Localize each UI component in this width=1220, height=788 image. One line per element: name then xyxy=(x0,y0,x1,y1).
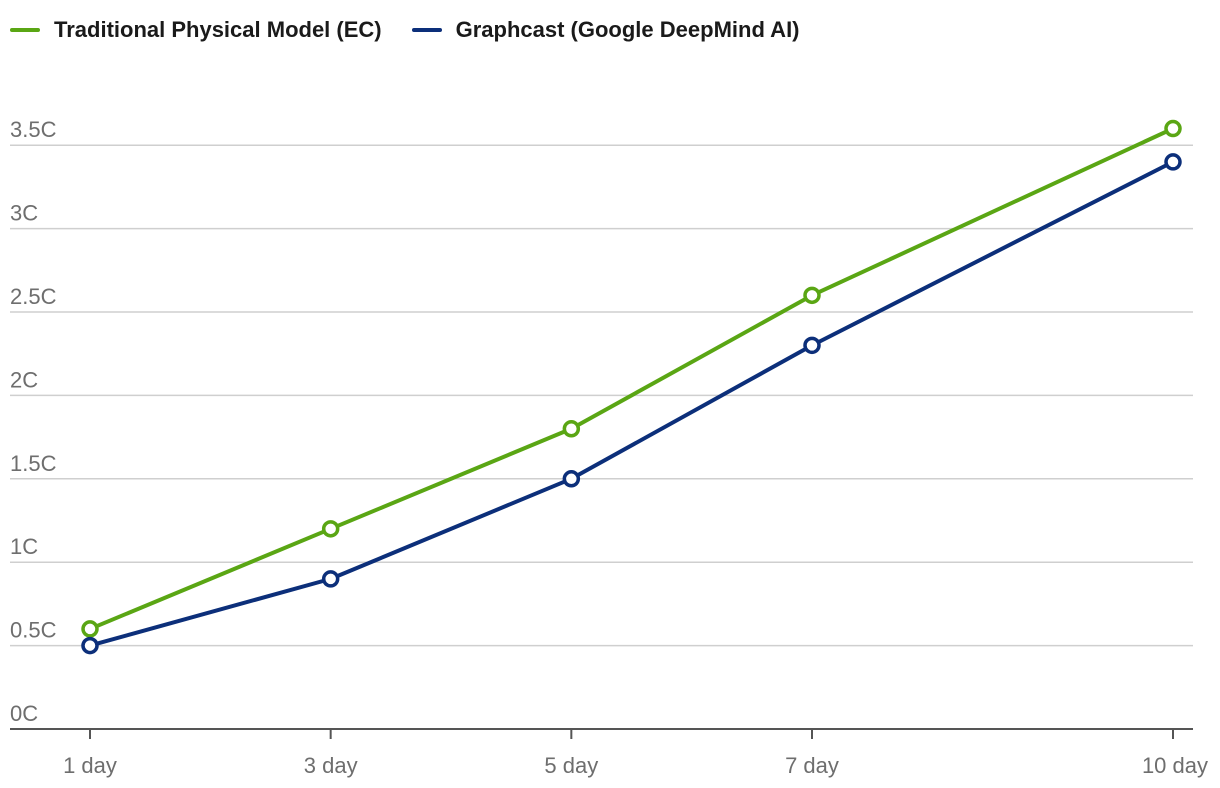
y-tick-label: 1C xyxy=(10,534,38,559)
data-point-traditional xyxy=(1164,119,1182,138)
y-tick-label: 2.5C xyxy=(10,284,57,309)
data-point-graphcast xyxy=(803,336,821,355)
y-tick-label: 0C xyxy=(10,701,38,726)
data-point-graphcast xyxy=(81,636,99,655)
series-line-graphcast xyxy=(88,159,1175,648)
legend-swatch-traditional xyxy=(10,28,40,32)
data-point-graphcast xyxy=(321,570,340,588)
legend-item-traditional: Traditional Physical Model (EC) xyxy=(10,17,382,43)
data-point-traditional xyxy=(562,420,581,438)
x-tick-label: 7 day xyxy=(785,753,839,778)
y-tick-label: 3C xyxy=(10,201,38,226)
x-tick-label: 1 day xyxy=(63,753,117,778)
x-tick-label: 5 day xyxy=(544,753,598,778)
y-tick-label: 0.5C xyxy=(10,618,57,643)
chart-legend: Traditional Physical Model (EC) Graphcas… xyxy=(10,14,830,46)
data-point-traditional xyxy=(81,620,99,638)
data-point-traditional xyxy=(803,286,821,305)
y-tick-label: 2C xyxy=(10,367,38,392)
x-tick-label: 3 day xyxy=(304,753,358,778)
legend-swatch-graphcast xyxy=(411,28,442,32)
legend-label-traditional: Traditional Physical Model (EC) xyxy=(54,17,382,42)
data-point-graphcast xyxy=(562,470,581,488)
y-tick-label: 1.5C xyxy=(10,451,57,476)
data-point-traditional xyxy=(321,520,340,538)
x-tick-label: 10 day xyxy=(1142,753,1208,778)
legend-item-graphcast: Graphcast (Google DeepMind AI) xyxy=(411,17,800,43)
series-line-traditional xyxy=(88,126,1175,631)
data-point-graphcast xyxy=(1164,153,1182,171)
y-tick-label: 3.5C xyxy=(10,117,57,142)
legend-label-graphcast: Graphcast (Google DeepMind AI) xyxy=(455,17,800,42)
